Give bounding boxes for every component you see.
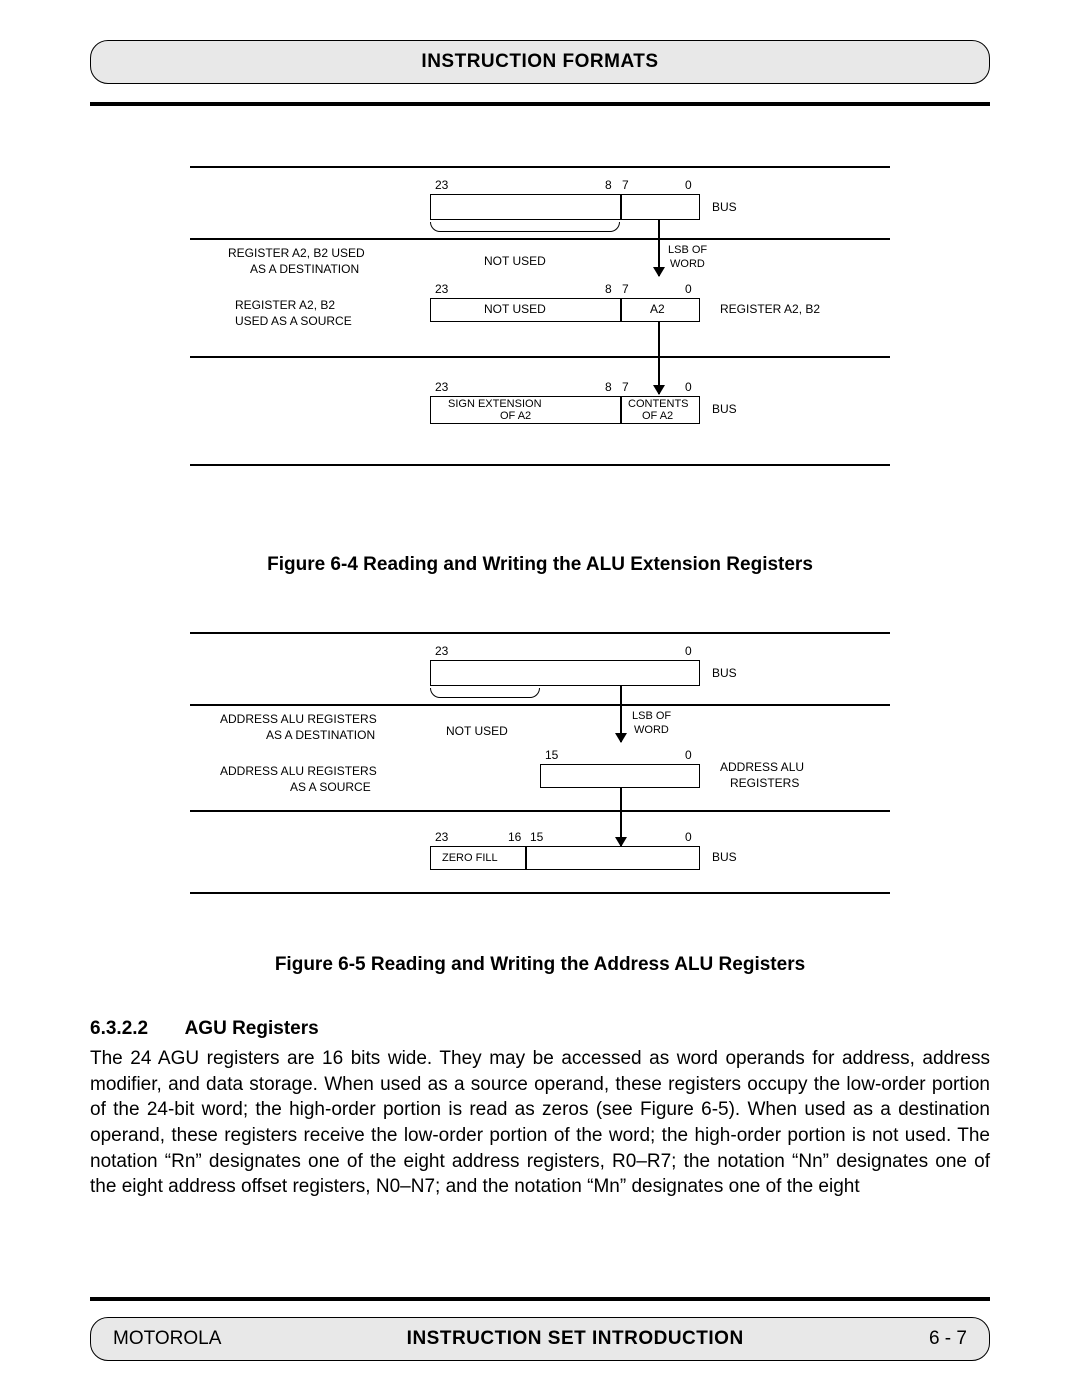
f5-nu: NOT USED (446, 724, 508, 738)
f5-dest2: AS A DESTINATION (266, 728, 375, 742)
bus-sep-1 (620, 194, 622, 220)
bit-8b: 8 (605, 282, 612, 296)
figure-6-5-caption: Figure 6-5 Reading and Writing the Addre… (190, 954, 890, 976)
footer-rule (90, 1297, 990, 1301)
figure-6-5: 23 0 BUS NOT USED LSB OF WORD ADDRESS AL… (190, 632, 890, 976)
bit-23c: 23 (435, 380, 448, 394)
f5-out-sep (525, 846, 527, 870)
f5-arrow-2 (620, 788, 622, 846)
f5-src2: AS A SOURCE (290, 780, 371, 794)
f5-b0c: 0 (685, 830, 692, 844)
bus-box-1 (430, 194, 700, 220)
figure-6-4: 23 8 7 0 BUS NOT USED LSB OF WORD REGIST… (190, 166, 890, 576)
dest-l2: AS A DESTINATION (250, 262, 359, 276)
f5-dest1: ADDRESS ALU REGISTERS (220, 712, 377, 726)
section-body: The 24 AGU registers are 16 bits wide. T… (90, 1046, 990, 1200)
f5-b23b: 23 (435, 830, 448, 844)
f5-bus-a: BUS (712, 666, 737, 680)
f5-lsb2: WORD (634, 724, 669, 736)
header-title: INSTRUCTION FORMATS (421, 51, 658, 72)
bit-7c: 7 (622, 380, 629, 394)
f5-bus-b: BUS (712, 850, 737, 864)
f5-b15b: 15 (530, 830, 543, 844)
se2: OF A2 (500, 410, 531, 422)
f5-srcr1: ADDRESS ALU (720, 760, 804, 774)
f5-b23a: 23 (435, 644, 448, 658)
bus-b: BUS (712, 402, 737, 416)
section-number: 6.3.2.2 (90, 1018, 180, 1040)
arrow-2 (658, 322, 660, 394)
co1: CONTENTS (628, 398, 689, 410)
src-l2: USED AS A SOURCE (235, 314, 352, 328)
footer-left: MOTOROLA (113, 1328, 221, 1350)
f5-lsb1: LSB OF (632, 710, 671, 722)
dest-l1: REGISTER A2, B2 USED (228, 246, 365, 260)
se1: SIGN EXTENSION (448, 398, 542, 410)
a2-lbl: A2 (650, 302, 665, 316)
section-title: AGU Registers (185, 1018, 319, 1039)
footer-right: 6 - 7 (929, 1328, 967, 1350)
lsb-1: LSB OF (668, 244, 707, 256)
bit-8c: 8 (605, 380, 612, 394)
src-r: REGISTER A2, B2 (720, 302, 820, 316)
se-sep (620, 396, 622, 424)
page-footer: MOTOROLA INSTRUCTION SET INTRODUCTION 6 … (90, 1317, 990, 1361)
f5-bus-box (430, 660, 700, 686)
bit-0c: 0 (685, 380, 692, 394)
f5-zf: ZERO FILL (442, 852, 498, 864)
bit-0b: 0 (685, 282, 692, 296)
f5-b0a: 0 (685, 644, 692, 658)
lsb-2: WORD (670, 258, 705, 270)
bit-23b: 23 (435, 282, 448, 296)
bit-7b: 7 (622, 282, 629, 296)
footer-center: INSTRUCTION SET INTRODUCTION (407, 1328, 744, 1350)
f5-src1: ADDRESS ALU REGISTERS (220, 764, 377, 778)
arrow-1 (658, 220, 660, 276)
f5-b16: 16 (508, 830, 521, 844)
f5-brace (430, 688, 540, 698)
bit-0: 0 (685, 178, 692, 192)
f5-b15: 15 (545, 748, 558, 762)
co2: OF A2 (642, 410, 673, 422)
f5-b0b: 0 (685, 748, 692, 762)
figure-6-4-caption: Figure 6-4 Reading and Writing the ALU E… (190, 554, 890, 576)
header-rule (90, 102, 990, 106)
page-header: INSTRUCTION FORMATS (90, 40, 990, 84)
f5-arrow-1 (620, 686, 622, 742)
not-used-2: NOT USED (484, 302, 546, 316)
f5-srcr2: REGISTERS (730, 776, 799, 790)
bus-label-1: BUS (712, 200, 737, 214)
bit-8: 8 (605, 178, 612, 192)
bit-7: 7 (622, 178, 629, 192)
brace-1 (430, 222, 620, 232)
a2-sep (620, 298, 622, 322)
src-l1: REGISTER A2, B2 (235, 298, 335, 312)
f5-reg-box (540, 764, 700, 788)
not-used-1: NOT USED (484, 254, 546, 268)
section-heading: 6.3.2.2 AGU Registers (90, 1018, 990, 1040)
bit-23: 23 (435, 178, 448, 192)
